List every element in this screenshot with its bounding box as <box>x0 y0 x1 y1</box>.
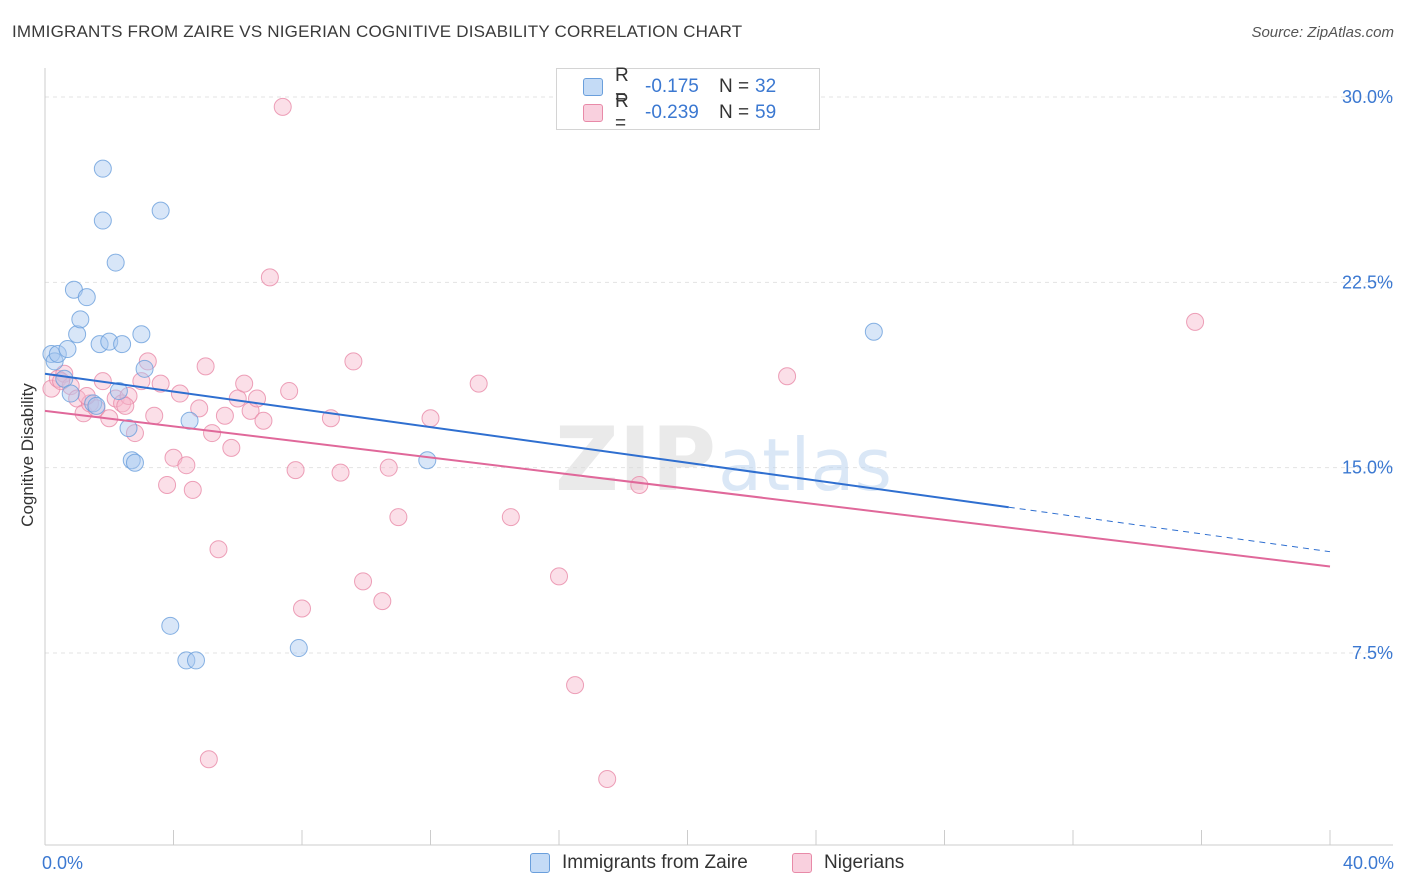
legend-n-value: 32 <box>755 76 776 98</box>
nigerian-point <box>502 509 519 526</box>
nigerian-point <box>380 459 397 476</box>
watermark-atlas: atlas <box>718 423 892 507</box>
zaire-point <box>94 160 111 177</box>
zaire-point <box>69 326 86 343</box>
zaire-point <box>136 360 153 377</box>
y-tick-labels: 7.5% 15.0% 22.5% 30.0% <box>1342 87 1393 663</box>
nigerian-point <box>146 407 163 424</box>
bottom-legend-swatch-nigerians <box>792 853 812 873</box>
y-tick-label: 15.0% <box>1342 458 1393 478</box>
zaire-point <box>107 254 124 271</box>
nigerian-point <box>223 439 240 456</box>
legend-n-label: N = <box>719 102 755 124</box>
nigerian-point <box>197 358 214 375</box>
zaire-point <box>290 640 307 657</box>
nigerian-point <box>261 269 278 286</box>
nigerian-point <box>159 476 176 493</box>
nigerian-point <box>631 476 648 493</box>
zaire-point <box>88 397 105 414</box>
zaire-point <box>126 454 143 471</box>
legend-row-nigerians: R = -0.239 N = 59 <box>583 101 776 125</box>
zaire-point <box>162 617 179 634</box>
nigerian-point <box>332 464 349 481</box>
nigerian-point <box>551 568 568 585</box>
nigerian-point <box>281 383 298 400</box>
nigerian-point <box>204 425 221 442</box>
nigerian-point <box>345 353 362 370</box>
bottom-legend-label-nigerians: Nigerians <box>824 852 904 874</box>
nigerian-point <box>374 593 391 610</box>
nigerian-point <box>287 462 304 479</box>
nigerian-point <box>355 573 372 590</box>
zaire-point <box>865 323 882 340</box>
zaire-point <box>187 652 204 669</box>
nigerian-point <box>779 368 796 385</box>
zaire-point <box>78 289 95 306</box>
x-tick-label-min: 0.0% <box>42 853 83 874</box>
nigerian-point <box>184 481 201 498</box>
zaire-point <box>419 452 436 469</box>
nigerian-point <box>210 541 227 558</box>
nigerian-point <box>200 751 217 768</box>
legend-n-value: 59 <box>755 102 776 124</box>
nigerian-point <box>294 600 311 617</box>
nigerian-point <box>255 412 272 429</box>
legend-swatch-zaire <box>583 78 603 96</box>
legend-r-label: R = <box>615 91 645 135</box>
grid-layer <box>45 97 1393 653</box>
y-tick-label: 22.5% <box>1342 272 1393 292</box>
zaire-point <box>152 202 169 219</box>
zaire-point <box>62 385 79 402</box>
watermark-zip: ZIP <box>555 408 716 511</box>
zaire-point <box>133 326 150 343</box>
legend-n-label: N = <box>719 76 755 98</box>
bottom-legend-swatch-zaire <box>530 853 550 873</box>
legend-swatch-nigerians <box>583 104 603 122</box>
nigerian-point <box>236 375 253 392</box>
zaire-point <box>114 336 131 353</box>
nigerian-point <box>422 410 439 427</box>
zaire-point <box>94 212 111 229</box>
legend-r-value: -0.175 <box>645 76 719 98</box>
zaire-point <box>72 311 89 328</box>
zaire-point <box>59 341 76 358</box>
nigerian-point <box>470 375 487 392</box>
nigerian-point <box>178 457 195 474</box>
nigerian-point <box>599 771 616 788</box>
legend-row-zaire: R = -0.175 N = 32 <box>583 75 776 99</box>
x-tick-label-max: 40.0% <box>1343 853 1394 874</box>
y-tick-label: 30.0% <box>1342 87 1393 107</box>
bottom-legend-label-zaire: Immigrants from Zaire <box>562 852 748 874</box>
stats-legend: R = -0.175 N = 32 R = -0.239 N = 59 <box>556 68 820 130</box>
legend-r-value: -0.239 <box>645 102 719 124</box>
nigerian-point <box>274 98 291 115</box>
y-axis-label: Cognitive Disability <box>18 383 38 527</box>
nigerian-point <box>567 677 584 694</box>
zaire-trend-extension <box>1009 507 1330 551</box>
y-tick-label: 7.5% <box>1352 643 1393 663</box>
bottom-legend-nigerians: Nigerians <box>792 852 904 874</box>
nigerian-point <box>1187 313 1204 330</box>
scatter-chart: ZIP atlas 7.5% 15.0% 22.5% 30.0% <box>0 0 1406 892</box>
bottom-legend-zaire: Immigrants from Zaire <box>530 852 748 874</box>
nigerian-point <box>216 407 233 424</box>
nigerian-point <box>390 509 407 526</box>
